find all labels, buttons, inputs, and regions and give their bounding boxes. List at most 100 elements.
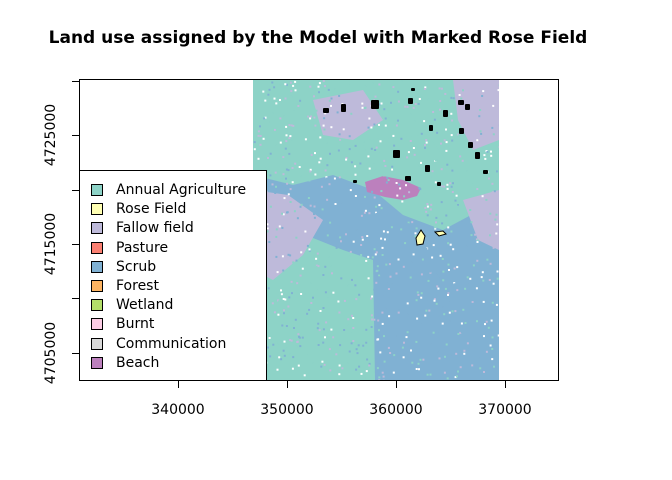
x-tick-mark (505, 381, 506, 388)
raster-pixel (492, 133, 495, 136)
raster-pixel (275, 102, 278, 105)
raster-pixel (481, 95, 484, 97)
raster-pixel (289, 339, 292, 342)
legend-label: Fallow field (116, 220, 194, 236)
raster-pixel (322, 124, 325, 127)
raster-pixel (290, 339, 293, 342)
raster-pixel (360, 372, 363, 375)
raster-pixel (253, 141, 256, 144)
raster-pixel (423, 332, 426, 335)
raster-pixel (400, 137, 403, 140)
raster-pixel (380, 230, 383, 233)
raster-pixel (461, 221, 463, 224)
raster-pixel (433, 118, 436, 121)
raster-pixel (387, 240, 390, 243)
raster-pixel (491, 182, 494, 185)
raster-pixel (401, 203, 404, 206)
raster-pixel (382, 310, 385, 313)
raster-pixel (268, 241, 271, 243)
raster-pixel (334, 203, 337, 205)
raster-pixel (460, 97, 463, 100)
raster-pixel (495, 275, 498, 278)
raster-pixel (406, 302, 409, 305)
raster-pixel (275, 255, 278, 258)
raster-pixel (316, 287, 319, 290)
raster-pixel (271, 112, 274, 115)
raster-pixel (436, 285, 439, 288)
raster-pixel (390, 101, 392, 104)
raster-pixel (457, 370, 459, 373)
raster-pixel (375, 351, 378, 354)
raster-pixel (346, 323, 349, 326)
raster-pixel (313, 205, 316, 208)
marked-field-polygon (465, 104, 470, 110)
raster-pixel (319, 213, 322, 216)
raster-pixel (448, 320, 451, 323)
marked-field-polygon (411, 88, 415, 91)
raster-pixel (455, 375, 458, 378)
raster-pixel (496, 82, 499, 85)
raster-pixel (378, 83, 381, 86)
raster-pixel (491, 126, 494, 129)
raster-pixel (322, 274, 325, 276)
marked-field-polygon (475, 152, 480, 159)
raster-pixel (323, 117, 326, 120)
raster-pixel (419, 188, 422, 191)
marked-field-polygon (425, 165, 430, 172)
raster-pixel (309, 204, 312, 207)
raster-pixel (378, 204, 381, 207)
raster-pixel (342, 128, 345, 131)
raster-pixel (402, 356, 405, 359)
raster-pixel (279, 127, 282, 130)
raster-pixel (495, 303, 498, 306)
raster-pixel (426, 214, 429, 217)
raster-pixel (459, 155, 462, 158)
raster-pixel (383, 360, 386, 363)
raster-pixel (435, 159, 437, 162)
raster-pixel (360, 244, 363, 246)
raster-pixel (282, 173, 285, 176)
raster-pixel (459, 366, 462, 369)
raster-pixel (294, 162, 297, 165)
x-tick-label: 340000 (151, 402, 205, 418)
raster-pixel (449, 166, 452, 169)
raster-pixel (263, 117, 266, 120)
raster-pixel (264, 116, 267, 119)
raster-pixel (313, 116, 316, 119)
raster-pixel (365, 149, 368, 151)
raster-pixel (416, 317, 419, 320)
raster-pixel (431, 176, 434, 178)
raster-pixel (335, 246, 338, 249)
raster-pixel (387, 346, 390, 349)
raster-pixel (274, 143, 277, 146)
raster-pixel (491, 301, 494, 304)
raster-pixel (416, 230, 419, 232)
raster-pixel (417, 102, 420, 105)
raster-pixel (331, 272, 333, 275)
raster-pixel (476, 259, 479, 262)
raster-pixel (406, 156, 409, 159)
legend-label: Pasture (116, 240, 169, 256)
raster-pixel (268, 337, 271, 339)
raster-pixel (414, 232, 417, 235)
raster-pixel (287, 129, 290, 131)
raster-pixel (406, 331, 409, 334)
raster-pixel (368, 212, 371, 215)
marked-field-polygon (458, 100, 464, 105)
raster-pixel (424, 207, 427, 209)
raster-pixel (373, 123, 376, 126)
raster-pixel (460, 322, 463, 325)
raster-pixel (357, 344, 360, 347)
raster-pixel (280, 170, 283, 173)
raster-pixel (295, 345, 298, 348)
raster-pixel (467, 346, 470, 349)
y-tick-mark (72, 298, 79, 299)
raster-pixel (318, 329, 321, 332)
raster-pixel (392, 371, 395, 374)
raster-pixel (373, 288, 376, 291)
raster-pixel (450, 134, 453, 137)
raster-pixel (326, 164, 329, 167)
raster-pixel (458, 134, 461, 137)
raster-pixel (298, 97, 301, 100)
raster-pixel (402, 379, 405, 380)
